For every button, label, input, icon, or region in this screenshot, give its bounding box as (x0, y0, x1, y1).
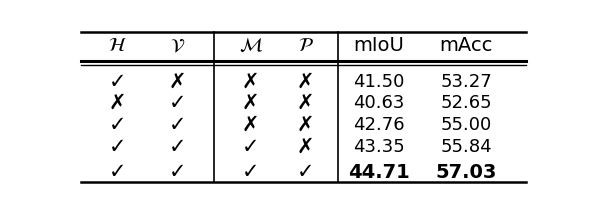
Text: 40.63: 40.63 (353, 94, 405, 112)
Text: mIoU: mIoU (353, 36, 404, 55)
Text: 41.50: 41.50 (353, 73, 405, 91)
Text: ✓: ✓ (109, 115, 126, 135)
Text: ✗: ✗ (242, 72, 259, 92)
Text: ✗: ✗ (169, 72, 186, 92)
Text: ✗: ✗ (242, 93, 259, 113)
Text: mAcc: mAcc (440, 36, 493, 55)
Text: ✗: ✗ (109, 93, 126, 113)
Text: 53.27: 53.27 (440, 73, 492, 91)
Text: ✓: ✓ (169, 162, 186, 182)
Text: ✓: ✓ (242, 162, 259, 182)
Text: $\mathcal{P}$: $\mathcal{P}$ (298, 36, 314, 55)
Text: ✗: ✗ (297, 137, 314, 157)
Text: ✓: ✓ (169, 137, 186, 157)
Text: ✗: ✗ (297, 72, 314, 92)
Text: ✓: ✓ (109, 137, 126, 157)
Text: ✗: ✗ (297, 93, 314, 113)
Text: ✗: ✗ (242, 115, 259, 135)
Text: 44.71: 44.71 (348, 163, 410, 182)
Text: 43.35: 43.35 (353, 138, 405, 156)
Text: $\mathcal{H}$: $\mathcal{H}$ (108, 36, 127, 55)
Text: ✓: ✓ (297, 162, 314, 182)
Text: 52.65: 52.65 (440, 94, 492, 112)
Text: 55.00: 55.00 (440, 116, 492, 134)
Text: 42.76: 42.76 (353, 116, 405, 134)
Text: $\mathcal{V}$: $\mathcal{V}$ (169, 36, 185, 55)
Text: ✓: ✓ (242, 137, 259, 157)
Text: ✓: ✓ (109, 162, 126, 182)
Text: ✓: ✓ (169, 93, 186, 113)
Text: 57.03: 57.03 (436, 163, 497, 182)
Text: ✓: ✓ (109, 72, 126, 92)
Text: ✓: ✓ (169, 115, 186, 135)
Text: 55.84: 55.84 (440, 138, 492, 156)
Text: ✗: ✗ (297, 115, 314, 135)
Text: $\mathcal{M}$: $\mathcal{M}$ (239, 36, 263, 55)
